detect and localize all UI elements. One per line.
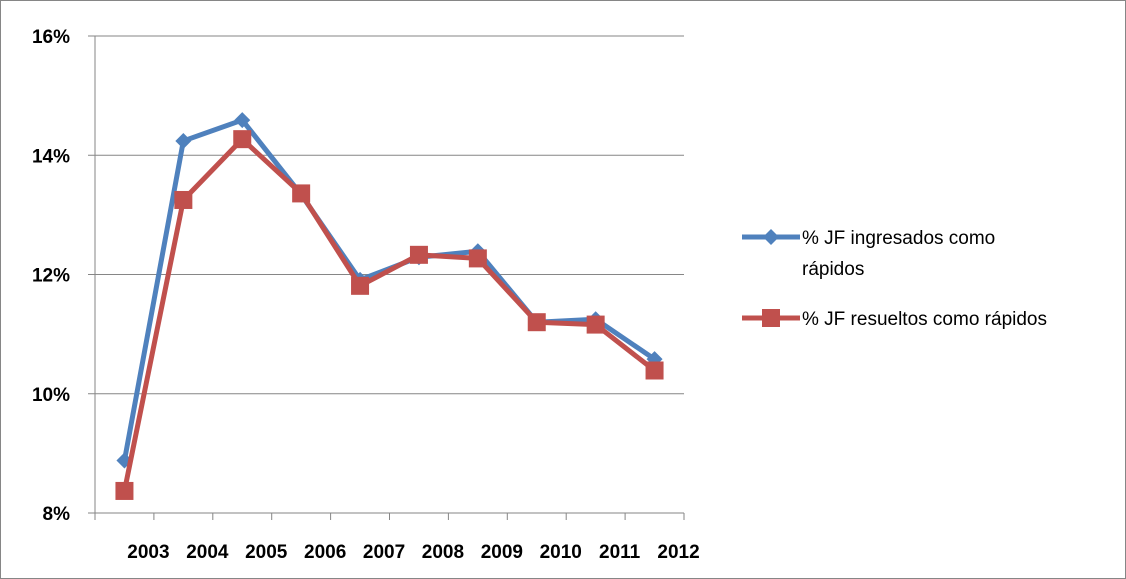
y-tick-labels: 8% 10% 12% 14% 16%: [32, 27, 70, 525]
x-tick-label: 2007: [363, 542, 405, 563]
x-tick-label: 2005: [245, 542, 288, 563]
square-marker: [233, 130, 252, 149]
x-tick-label: 2012: [657, 542, 699, 563]
legend-label-line: % JF resueltos como rápidos: [802, 309, 1047, 330]
series-2: [115, 130, 664, 500]
diamond-marker: [175, 132, 192, 149]
y-tick-label: 8%: [43, 504, 71, 525]
series-line: [121, 136, 657, 492]
square-marker: [174, 190, 193, 209]
legend-label: % JF ingresados como rápidos: [802, 228, 995, 280]
legend-label-line: % JF ingresados como: [802, 228, 995, 249]
y-tick-label: 16%: [32, 27, 70, 48]
plot-series: [115, 112, 664, 500]
square-marker: [409, 245, 428, 264]
x-tick-label: 2011: [599, 542, 641, 563]
legend-label-line: rápidos: [802, 259, 864, 280]
legend: % JF ingresados como rápidos % JF resuelto…: [742, 228, 1047, 330]
y-tick-label: 14%: [32, 146, 70, 167]
y-tick-label: 12%: [32, 266, 70, 287]
x-tick-label: 2009: [481, 542, 523, 563]
x-tick-label: 2006: [304, 542, 346, 563]
legend-item-2: % JF resueltos como rápidos: [742, 309, 1047, 330]
legend-item-1: % JF ingresados como rápidos: [742, 228, 995, 280]
square-marker: [645, 361, 664, 380]
legend-marker: [763, 229, 779, 245]
series-line: [121, 117, 656, 461]
x-tick-label: 2008: [422, 542, 464, 563]
y-tick-label: 10%: [32, 385, 70, 406]
x-tick-label: 2004: [186, 542, 229, 563]
gridlines: [95, 35, 684, 395]
x-tick-label: 2003: [127, 542, 169, 563]
square-marker: [351, 276, 370, 295]
series-1: [116, 112, 663, 469]
diamond-marker: [234, 112, 251, 129]
axes: [88, 35, 685, 520]
square-marker: [527, 313, 546, 332]
square-marker: [586, 315, 605, 334]
x-tick-labels: 2003 2004 2005 2006 2007 2008 2009 2010 2011 2012: [127, 542, 699, 563]
square-marker: [292, 184, 311, 203]
square-marker: [468, 249, 487, 268]
x-tick-label: 2010: [540, 542, 582, 563]
square-marker: [115, 481, 134, 500]
legend-marker: [762, 309, 780, 327]
legend-label: % JF resueltos como rápidos: [802, 309, 1047, 330]
